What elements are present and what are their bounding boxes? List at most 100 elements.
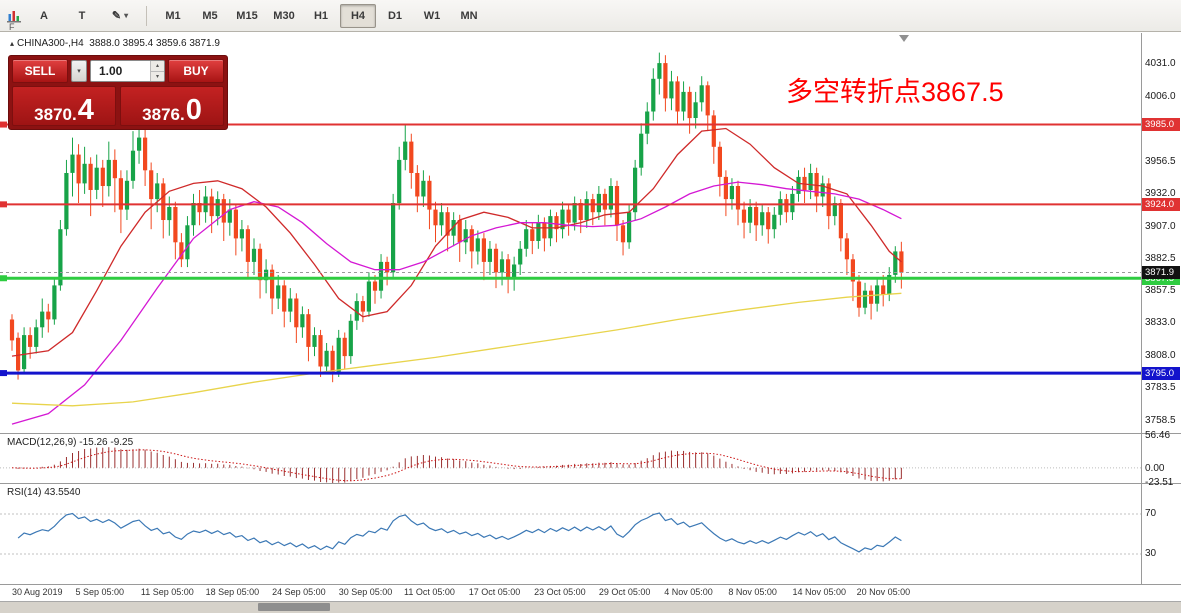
level-price-badge: 3795.0: [1142, 366, 1180, 380]
pane-splitter[interactable]: [0, 483, 1181, 484]
ma-mid-magenta: [11, 181, 902, 425]
horizontal-scrollbar[interactable]: [0, 601, 1181, 613]
price-axis-tick: 3857.5: [1145, 285, 1176, 297]
time-axis-label: 14 Nov 05:00: [792, 587, 846, 597]
rsi-label: RSI(14) 43.5540: [7, 487, 81, 498]
time-axis-label: 30 Aug 2019: [12, 587, 63, 597]
price-axis-tick: 3882.5: [1145, 252, 1176, 264]
bid-price-big-digit: 4: [77, 94, 94, 127]
ask-price-big-digit: 0: [185, 94, 202, 127]
candlestick-canvas[interactable]: [0, 33, 1141, 433]
lot-size-field: ▴ ▾: [90, 60, 165, 82]
time-axis-label: 11 Sep 05:00: [140, 587, 194, 597]
price-axis-tick: 4031.0: [1145, 58, 1176, 70]
rsi-axis-tick: 30: [1145, 548, 1157, 559]
macd-axis-tick: -23.51: [1145, 476, 1174, 488]
price-axis-tick: 4006.0: [1145, 91, 1176, 103]
price-axis-tick: 3808.0: [1145, 350, 1176, 362]
timeframe-button-m30[interactable]: M30: [273, 9, 295, 22]
scrollbar-thumb[interactable]: [258, 603, 330, 611]
chevron-down-icon: ▾: [77, 68, 81, 75]
rsi-line: [17, 512, 902, 553]
sell-button[interactable]: SELL: [12, 59, 68, 83]
timeframe-button-h1[interactable]: H1: [313, 9, 329, 22]
level-edge-marker: [0, 275, 7, 282]
price-axis-tick: 3932.0: [1145, 187, 1176, 199]
timeframe-button-mn[interactable]: MN: [460, 9, 478, 22]
lot-increase-button[interactable]: ▴: [151, 61, 164, 72]
level-edge-marker: [0, 370, 7, 377]
ma-slow-yellow: [11, 292, 902, 407]
lot-spinner: ▴ ▾: [150, 61, 164, 81]
bid-price-display: 3870. 4: [12, 86, 116, 126]
price-axis-tick: 3783.5: [1145, 382, 1176, 394]
buy-button[interactable]: BUY: [168, 59, 224, 83]
timeframe-button-w1[interactable]: W1: [423, 9, 441, 22]
bid-price-main: 3870.: [34, 105, 77, 124]
pencil-icon: ✎: [111, 10, 122, 22]
timeframe-button-m5[interactable]: M5: [202, 9, 218, 22]
macd-canvas[interactable]: [0, 434, 1141, 483]
current-price-badge: 3871.9: [1142, 265, 1180, 279]
one-click-trading-panel: SELL ▾ ▴ ▾ BUY 3870.4 3876.0: [8, 55, 228, 130]
price-axis-tick: 3907.0: [1145, 220, 1176, 232]
ask-price-main: 3876.: [142, 105, 185, 124]
price-axis-separator: [1141, 33, 1142, 584]
text-annotation-tool-button[interactable]: A: [40, 9, 48, 22]
time-axis-label: 4 Nov 05:00: [664, 587, 713, 597]
toolbar-f-label: F: [9, 22, 15, 32]
chevron-down-icon: ▾: [124, 11, 129, 20]
lot-size-input[interactable]: [91, 61, 150, 81]
time-axis-separator: [0, 584, 1181, 585]
time-axis-label: 5 Sep 05:00: [75, 587, 125, 597]
chart-shift-marker-icon[interactable]: [899, 35, 909, 42]
macd-axis-tick: 0.00: [1145, 462, 1165, 474]
symbol-marker-icon: ▴: [10, 39, 15, 48]
time-axis-label: 8 Nov 05:00: [728, 587, 777, 597]
ohlc-values: 3888.0 3895.4 3859.6 3871.9: [89, 38, 220, 49]
time-axis-label: 20 Nov 05:00: [856, 587, 911, 597]
price-chart-pane[interactable]: [0, 33, 1141, 433]
chart-text-annotation[interactable]: 多空转折点3867.5: [786, 77, 1004, 107]
draw-tool-button[interactable]: ✎ ▾: [102, 4, 138, 28]
time-axis-label: 18 Sep 05:00: [205, 587, 260, 597]
rsi-canvas[interactable]: [0, 484, 1141, 584]
lot-decrease-button[interactable]: ▾: [151, 71, 164, 81]
timeframe-button-h4[interactable]: H4: [340, 3, 376, 28]
macd-label: MACD(12,26,9) -15.26 -9.25: [7, 437, 134, 448]
macd-signal-line: [11, 449, 902, 482]
time-axis-label: 24 Sep 05:00: [272, 587, 326, 597]
rsi-pane[interactable]: [0, 484, 1141, 584]
time-axis-label: 30 Sep 05:00: [338, 587, 393, 597]
level-price-badge: 3924.0: [1142, 197, 1180, 211]
symbol-name: CHINA300-,H4: [17, 38, 84, 49]
price-axis-tick: 3833.0: [1145, 317, 1176, 329]
macd-axis-tick: 56.46: [1145, 429, 1171, 441]
toolbar: A T ✎ ▾ M1 M5 M15 M30 H1 H4 D1 W1 MN: [0, 0, 1181, 32]
timeframe-button-d1[interactable]: D1: [387, 9, 403, 22]
pane-splitter[interactable]: [0, 433, 1181, 434]
time-axis-label: 11 Oct 05:00: [404, 587, 455, 597]
rsi-axis-tick: 70: [1145, 508, 1157, 519]
level-price-badge: 3985.0: [1142, 118, 1180, 132]
symbol-ohlc-header: ▴ CHINA300-,H4 3888.0 3895.4 3859.6 3871.…: [10, 38, 220, 49]
timeframe-toolbar: M1 M5 M15 M30 H1 H4 D1 W1 MN: [155, 3, 487, 28]
bar-chart-icon[interactable]: [4, 6, 24, 26]
timeframe-button-m1[interactable]: M1: [165, 9, 181, 22]
time-axis-label: 17 Oct 05:00: [468, 587, 521, 597]
price-axis-tick: 3956.5: [1145, 155, 1176, 167]
time-axis-label: 29 Oct 05:00: [598, 587, 651, 597]
ma-fast-red: [11, 127, 902, 357]
toolbar-separator: [146, 5, 147, 26]
text-label-tool-button[interactable]: T: [78, 9, 86, 22]
level-edge-marker: [0, 201, 7, 208]
bar-chart-icon-glyph: [7, 10, 21, 22]
price-axis-tick: 3758.5: [1145, 414, 1176, 426]
trade-options-dropdown[interactable]: ▾: [71, 60, 87, 82]
level-edge-marker: [0, 121, 7, 128]
time-axis-label: 23 Oct 05:00: [534, 587, 586, 597]
macd-pane[interactable]: [0, 434, 1141, 483]
timeframe-button-m15[interactable]: M15: [236, 9, 258, 22]
ask-price-display: 3876. 0: [120, 86, 224, 126]
